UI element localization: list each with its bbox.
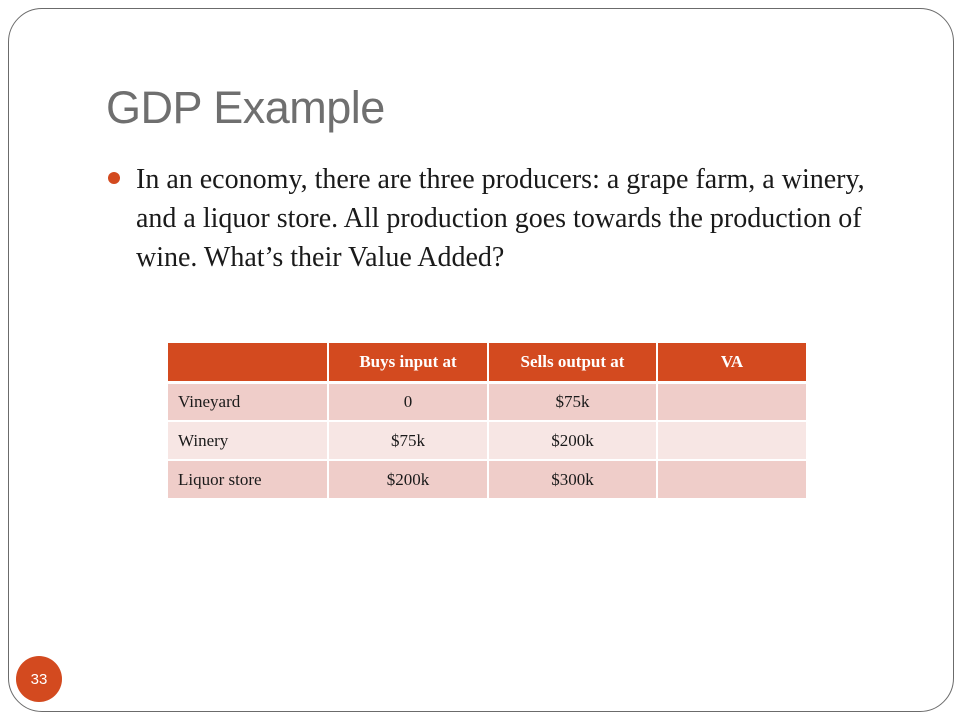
table-header-row: Buys input at Sells output at VA <box>168 343 806 384</box>
table-cell-va <box>657 382 806 422</box>
table-cell-producer: Liquor store <box>168 460 329 500</box>
table-cell-buys: $75k <box>328 421 489 461</box>
header-cell-va: VA <box>657 343 806 384</box>
table-cell-producer: Winery <box>168 421 329 461</box>
table-cell-sells: $200k <box>488 421 658 461</box>
page-number-badge: 33 <box>16 656 62 702</box>
table-row: Winery $75k $200k <box>168 421 806 461</box>
table-cell-producer: Vineyard <box>168 382 329 422</box>
table-row: Liquor store $200k $300k <box>168 460 806 500</box>
table-row: Vineyard 0 $75k <box>168 382 806 422</box>
table-cell-sells: $300k <box>488 460 658 500</box>
table-cell-buys: $200k <box>328 460 489 500</box>
bullet-dot-icon <box>108 172 120 184</box>
header-cell-sells-output: Sells output at <box>488 343 658 384</box>
table-cell-buys: 0 <box>328 382 489 422</box>
header-cell-empty <box>168 343 329 384</box>
header-cell-buys-input: Buys input at <box>328 343 489 384</box>
table-cell-sells: $75k <box>488 382 658 422</box>
table-cell-va <box>657 421 806 461</box>
table-cell-va <box>657 460 806 500</box>
bullet-text: In an economy, there are three producers… <box>136 164 865 273</box>
value-added-table: Buys input at Sells output at VA Vineyar… <box>168 343 806 500</box>
slide-title: GDP Example <box>106 82 385 133</box>
